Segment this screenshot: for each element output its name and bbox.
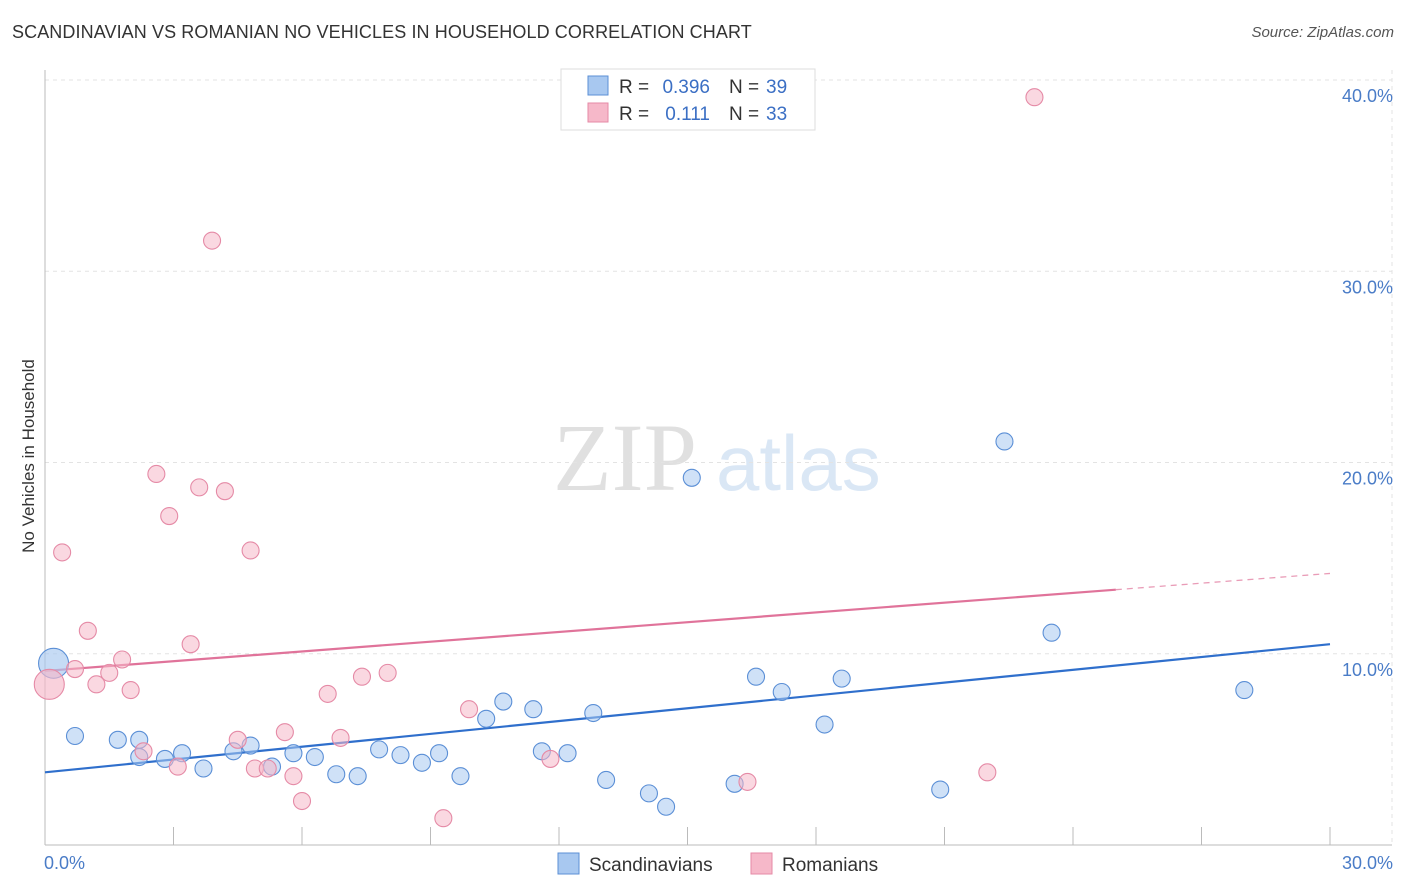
point-scandinavians-16 bbox=[391, 746, 410, 765]
point-scandinavians-1 bbox=[65, 726, 85, 746]
point-scandinavians-21 bbox=[494, 692, 513, 711]
trend-line-dashed-1 bbox=[1115, 572, 1331, 591]
point-scandinavians-33 bbox=[815, 715, 834, 734]
point-romanians-10 bbox=[160, 506, 179, 526]
point-scandinavians-38 bbox=[1235, 681, 1254, 700]
point-romanians-20 bbox=[275, 723, 294, 742]
point-scandinavians-15 bbox=[370, 740, 389, 759]
series-legend: Scandinavians Romanians bbox=[557, 852, 878, 876]
point-scandinavians-35 bbox=[931, 780, 950, 799]
y-tick-label-3: 40.0% bbox=[1342, 86, 1393, 106]
point-romanians-3 bbox=[78, 621, 97, 640]
point-romanians-2 bbox=[65, 659, 85, 679]
data-points bbox=[33, 88, 1254, 828]
series-legend-swatch-scandinavians bbox=[557, 852, 580, 875]
point-scandinavians-27 bbox=[639, 784, 659, 803]
point-romanians-22 bbox=[292, 791, 312, 811]
x-tick-label-0: 0.0% bbox=[44, 853, 85, 873]
series-legend-label-scandinavians: Scandinavians bbox=[589, 855, 713, 876]
point-romanians-30 bbox=[738, 772, 757, 791]
point-romanians-0 bbox=[33, 668, 65, 700]
point-scandinavians-17 bbox=[412, 753, 431, 772]
y-axis-label: No Vehicles in Household bbox=[19, 359, 38, 553]
legend-n-label-1: N = bbox=[729, 77, 759, 98]
point-romanians-28 bbox=[459, 700, 479, 719]
point-romanians-17 bbox=[241, 541, 260, 560]
point-scandinavians-29 bbox=[682, 468, 701, 487]
point-scandinavians-13 bbox=[327, 765, 346, 784]
point-romanians-15 bbox=[215, 482, 234, 501]
stats-legend: R = 0.396 N = 39 R = 0.111 N = 33 bbox=[560, 68, 816, 131]
point-romanians-11 bbox=[168, 757, 187, 776]
axes bbox=[44, 70, 1392, 846]
trend-line-1 bbox=[44, 588, 1116, 673]
point-romanians-7 bbox=[121, 681, 140, 700]
y-tick-label-2: 30.0% bbox=[1342, 277, 1393, 297]
chart-title: SCANDINAVIAN VS ROMANIAN NO VEHICLES IN … bbox=[12, 22, 752, 42]
point-scandinavians-7 bbox=[194, 759, 213, 778]
point-scandinavians-24 bbox=[558, 744, 577, 763]
series-legend-swatch-romanians bbox=[750, 852, 773, 875]
point-romanians-8 bbox=[134, 742, 153, 761]
legend-swatch-scandinavians bbox=[587, 75, 609, 96]
legend-n-value-2: 33 bbox=[766, 104, 787, 125]
point-romanians-16 bbox=[228, 730, 247, 749]
point-scandinavians-28 bbox=[657, 797, 676, 816]
point-scandinavians-32 bbox=[772, 682, 791, 702]
legend-n-value-1: 39 bbox=[766, 77, 787, 98]
point-scandinavians-36 bbox=[995, 432, 1014, 451]
legend-n-label-2: N = bbox=[729, 104, 759, 125]
x-tick-label-1: 30.0% bbox=[1342, 853, 1393, 873]
point-romanians-14 bbox=[203, 231, 222, 250]
legend-r-label-1: R = bbox=[619, 77, 649, 98]
point-scandinavians-19 bbox=[451, 767, 470, 786]
series-legend-label-romanians: Romanians bbox=[782, 855, 878, 876]
legend-r-value-1: 0.396 bbox=[662, 77, 710, 98]
y-tick-label-1: 20.0% bbox=[1342, 469, 1393, 489]
point-romanians-32 bbox=[1025, 88, 1044, 107]
point-romanians-1 bbox=[53, 543, 72, 562]
watermark: ZIP atlas bbox=[553, 404, 881, 511]
point-scandinavians-22 bbox=[524, 700, 543, 719]
point-romanians-4 bbox=[87, 675, 106, 694]
trend-line-0 bbox=[44, 643, 1331, 774]
legend-r-value-2: 0.111 bbox=[665, 104, 710, 125]
point-romanians-21 bbox=[284, 767, 303, 786]
point-romanians-27 bbox=[434, 809, 453, 828]
point-scandinavians-34 bbox=[832, 669, 851, 688]
legend-swatch-romanians bbox=[587, 102, 609, 123]
point-scandinavians-37 bbox=[1042, 623, 1061, 642]
point-scandinavians-31 bbox=[746, 667, 766, 686]
point-romanians-9 bbox=[147, 464, 166, 484]
point-scandinavians-12 bbox=[305, 747, 324, 767]
point-romanians-19 bbox=[258, 759, 277, 778]
tick-labels: 10.0% 20.0% 30.0% 40.0% 0.0% 30.0% bbox=[44, 86, 1393, 873]
y-tick-label-0: 10.0% bbox=[1342, 660, 1393, 680]
trend-lines bbox=[44, 572, 1331, 774]
point-scandinavians-2 bbox=[108, 730, 127, 749]
point-scandinavians-18 bbox=[430, 744, 449, 763]
point-scandinavians-26 bbox=[597, 770, 616, 790]
point-romanians-31 bbox=[978, 763, 997, 782]
watermark-zip: ZIP bbox=[553, 404, 697, 511]
point-scandinavians-20 bbox=[477, 709, 496, 728]
point-romanians-12 bbox=[181, 635, 200, 654]
point-romanians-13 bbox=[190, 478, 209, 497]
point-romanians-6 bbox=[113, 650, 132, 669]
point-romanians-25 bbox=[352, 667, 372, 686]
point-romanians-29 bbox=[541, 749, 560, 768]
point-romanians-23 bbox=[318, 684, 337, 703]
point-scandinavians-14 bbox=[348, 767, 367, 786]
point-romanians-5 bbox=[100, 663, 119, 682]
point-scandinavians-11 bbox=[284, 744, 303, 763]
source-credit: Source: ZipAtlas.com bbox=[1251, 24, 1394, 41]
legend-r-label-2: R = bbox=[619, 104, 649, 125]
point-romanians-24 bbox=[331, 728, 350, 747]
point-scandinavians-25 bbox=[584, 703, 603, 723]
point-romanians-26 bbox=[378, 663, 397, 682]
